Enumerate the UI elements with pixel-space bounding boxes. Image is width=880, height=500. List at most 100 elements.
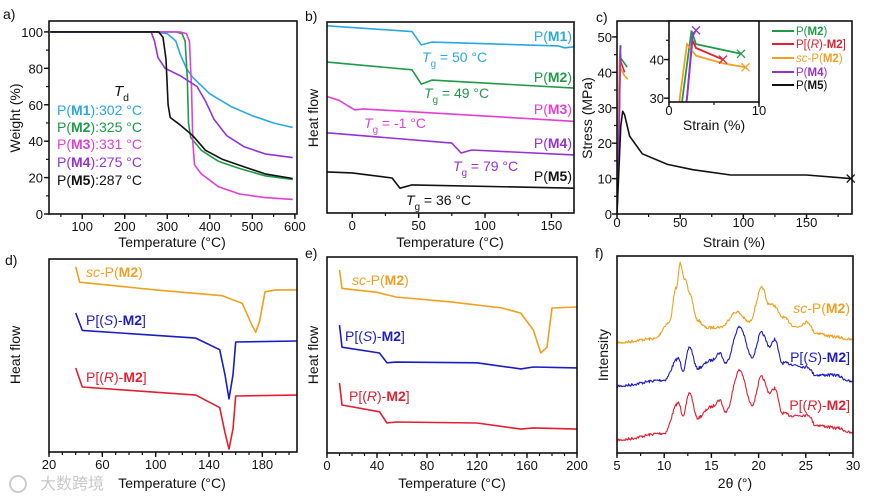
y-tick-label: 30: [650, 91, 664, 106]
plot-area: [617, 45, 851, 214]
label-segment: M2: [808, 26, 824, 38]
label-segment: ): [823, 80, 827, 92]
label-segment: ): [138, 264, 143, 280]
series-line-M5: [327, 171, 574, 189]
plot-area: [50, 31, 293, 201]
series-label-S: P[(S)-M2]: [86, 312, 146, 328]
series-label-M2: P(M2):325 °C: [57, 119, 142, 135]
label-segment: g: [433, 95, 438, 106]
label-segment: -P(: [808, 53, 824, 65]
panel-a: P(M1):302 °CP(M2):325 °CP(M3):331 °C P(M4…: [3, 6, 306, 250]
label-segment: M4: [548, 135, 568, 151]
label-segment: M2: [382, 328, 402, 344]
label-segment: )-: [817, 349, 827, 365]
axes-frame: [48, 258, 298, 453]
y-axis-title: Heat flow: [305, 325, 321, 384]
label-segment: P[(: [790, 349, 808, 365]
break-marker: [718, 55, 728, 65]
label-segment: M2: [71, 119, 91, 135]
label-segment: M2: [123, 369, 143, 385]
label-segment: M2: [548, 69, 568, 85]
inset-series-M2: [681, 30, 742, 102]
x-tick-label: 100: [732, 215, 754, 230]
tg-annotation-M4: Tg = 79 °C: [453, 158, 518, 179]
label-segment: )-: [819, 39, 827, 51]
series-line-S: [338, 324, 577, 370]
x-tick-label: 0: [665, 103, 672, 118]
label-segment: M2: [823, 53, 839, 65]
x-tick-label: 140: [198, 457, 220, 472]
label-segment: ):302 °C: [90, 102, 142, 118]
series-line-M5: [617, 110, 851, 214]
label-segment: P(: [796, 26, 808, 38]
label-segment: ]: [401, 328, 405, 344]
label-segment: P(: [534, 168, 548, 184]
panel-label: f): [595, 245, 604, 261]
series-line-S: [74, 312, 297, 400]
series-line-M1: [50, 31, 293, 129]
label-segment: ]: [846, 349, 850, 365]
td-annotation: Td: [114, 83, 129, 104]
inset-series-M4: [685, 29, 697, 102]
x-tick-label: 80: [420, 458, 434, 473]
inset: 0 10 30 40 Strain (%): [650, 20, 766, 133]
label-segment: P[(: [796, 39, 811, 51]
series-line-M3: [327, 95, 574, 123]
panel-b: P(M1)Tg = 50 °CP(M2)Tg = 49 °CP(M3)Tg = …: [305, 8, 575, 250]
x-tick-label: 20: [751, 458, 765, 473]
label-segment: P(: [57, 102, 71, 118]
series-label-M4: P(M4):275 °C: [57, 154, 142, 170]
label-segment: M1: [548, 28, 568, 44]
legend-label-M4: P(M4): [796, 67, 827, 79]
series-line-R: [338, 382, 577, 430]
break-marker: [741, 62, 750, 72]
label-segment: R: [367, 388, 377, 404]
y-tick-label: 50: [598, 30, 612, 45]
label-segment: = 50 °C: [436, 49, 487, 65]
y-tick-label: 10: [598, 172, 612, 187]
label-segment: M2: [827, 349, 847, 365]
label-segment: ): [823, 67, 827, 79]
label-segment: T: [364, 115, 374, 131]
series-label-M4: P(M4): [534, 135, 572, 151]
legend-label-M2: P(M2): [796, 26, 827, 38]
label-segment: ): [845, 300, 850, 316]
plot-area: [74, 266, 297, 450]
series-label-R: P[(R)-M2]: [789, 397, 850, 413]
x-tick-label: 150: [541, 218, 563, 233]
panel-label: c): [596, 9, 608, 25]
series-line-M4: [327, 132, 574, 156]
label-segment: M2: [827, 39, 843, 51]
panel-c: P(M2)P[(R)-M2]sc-P(M2)P(M4)P(M5)0 50 100 15…: [579, 9, 856, 250]
watermark-logo-icon: [9, 475, 27, 493]
label-segment: T: [422, 49, 432, 65]
x-tick-label: 600: [284, 219, 306, 234]
label-segment: ):331 °C: [90, 136, 142, 152]
x-axis-title: Temperature (°C): [118, 234, 226, 250]
label-segment: M5: [808, 80, 825, 92]
y-tick-label: 0: [36, 207, 43, 222]
label-segment: -P(: [100, 264, 119, 280]
tg-annotation-M5: Tg = 36 °C: [406, 192, 471, 213]
x-tick-label: 0: [349, 218, 356, 233]
label-segment: M2: [827, 397, 847, 413]
x-tick-label: 150: [796, 215, 818, 230]
label-segment: R: [807, 397, 817, 413]
label-segment: M1: [71, 102, 91, 118]
series-line-sc: [338, 269, 577, 354]
label-segment: ]: [843, 39, 846, 51]
series-label-R: P[(R)-M2]: [86, 369, 147, 385]
x-tick-label: 25: [799, 458, 813, 473]
x-axis-title: 2θ (°): [718, 475, 752, 491]
panel-e: sc-P(M2)P[(S)-M2]P[(R)-M2]0 40 80 120 160 200…: [305, 245, 588, 491]
label-segment: -P(: [366, 272, 385, 288]
panel-label: d): [5, 252, 17, 268]
label-segment: g: [373, 125, 378, 136]
label-segment: ):275 °C: [90, 154, 142, 170]
label-segment: M4: [71, 154, 91, 170]
label-segment: P(: [796, 80, 808, 92]
series-label-M3: P(M3):331 °C: [57, 136, 142, 152]
axes-frame: [48, 20, 298, 215]
x-tick-label: 15: [704, 458, 718, 473]
label-segment: P[(: [86, 312, 104, 328]
